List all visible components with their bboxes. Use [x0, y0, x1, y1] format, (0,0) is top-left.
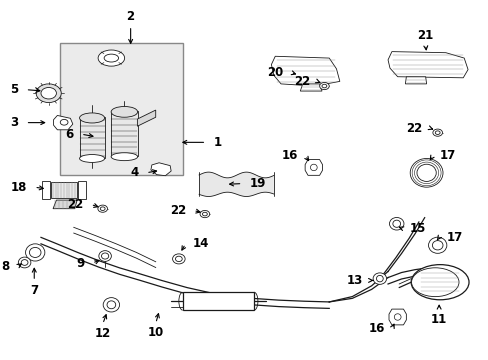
- Ellipse shape: [80, 113, 104, 123]
- Text: 4: 4: [130, 166, 139, 179]
- Polygon shape: [53, 200, 77, 209]
- Polygon shape: [271, 56, 339, 86]
- Ellipse shape: [104, 54, 119, 62]
- Polygon shape: [137, 110, 155, 126]
- Ellipse shape: [25, 244, 45, 261]
- Text: 11: 11: [430, 313, 447, 326]
- Text: 22: 22: [67, 198, 83, 211]
- Polygon shape: [387, 51, 467, 78]
- Ellipse shape: [376, 275, 383, 282]
- Text: 1: 1: [213, 136, 221, 149]
- Ellipse shape: [111, 107, 137, 117]
- Ellipse shape: [432, 129, 442, 136]
- Ellipse shape: [21, 260, 28, 265]
- Bar: [80, 117, 104, 158]
- Ellipse shape: [416, 164, 435, 181]
- Text: 22: 22: [293, 75, 309, 88]
- Text: 5: 5: [10, 83, 19, 96]
- Text: 9: 9: [77, 257, 85, 270]
- Ellipse shape: [372, 273, 386, 284]
- Ellipse shape: [41, 87, 56, 99]
- Text: 19: 19: [249, 177, 265, 190]
- Ellipse shape: [434, 131, 439, 134]
- Ellipse shape: [98, 50, 124, 66]
- Ellipse shape: [99, 251, 111, 261]
- Polygon shape: [53, 116, 73, 130]
- Text: 10: 10: [147, 326, 163, 339]
- Text: 20: 20: [266, 66, 283, 79]
- Ellipse shape: [19, 257, 31, 268]
- Ellipse shape: [431, 240, 442, 250]
- Text: 7: 7: [30, 284, 38, 297]
- Ellipse shape: [100, 207, 105, 211]
- Bar: [183, 292, 254, 310]
- Text: 18: 18: [11, 181, 27, 194]
- Ellipse shape: [200, 211, 209, 218]
- Bar: [111, 111, 137, 156]
- Polygon shape: [51, 182, 77, 198]
- Text: 22: 22: [405, 122, 422, 135]
- Ellipse shape: [175, 256, 182, 262]
- Text: 22: 22: [169, 204, 186, 217]
- Ellipse shape: [98, 205, 107, 212]
- Polygon shape: [300, 84, 322, 91]
- Text: 15: 15: [409, 222, 425, 235]
- Ellipse shape: [409, 158, 442, 187]
- Ellipse shape: [60, 120, 68, 125]
- Bar: [42, 181, 50, 199]
- Ellipse shape: [322, 84, 326, 88]
- Text: 6: 6: [65, 127, 74, 141]
- Ellipse shape: [107, 301, 116, 309]
- Text: 21: 21: [417, 28, 433, 41]
- Ellipse shape: [410, 265, 468, 300]
- Text: 8: 8: [1, 260, 10, 273]
- Polygon shape: [388, 309, 406, 325]
- Polygon shape: [151, 163, 171, 176]
- Ellipse shape: [389, 217, 403, 230]
- Ellipse shape: [103, 298, 120, 312]
- Bar: [78, 181, 86, 199]
- Text: 17: 17: [439, 149, 455, 162]
- Polygon shape: [405, 77, 426, 84]
- Polygon shape: [305, 159, 322, 175]
- Ellipse shape: [427, 237, 446, 253]
- Ellipse shape: [36, 84, 61, 103]
- Text: 3: 3: [10, 116, 19, 129]
- Ellipse shape: [411, 268, 458, 297]
- Text: 2: 2: [126, 10, 134, 23]
- Ellipse shape: [111, 153, 137, 161]
- Ellipse shape: [393, 314, 400, 320]
- Ellipse shape: [310, 164, 317, 171]
- Text: 12: 12: [94, 327, 111, 340]
- Text: 14: 14: [192, 237, 209, 250]
- Ellipse shape: [29, 247, 41, 257]
- Text: 16: 16: [281, 149, 297, 162]
- FancyBboxPatch shape: [60, 42, 183, 175]
- Text: 17: 17: [446, 231, 462, 244]
- Ellipse shape: [102, 253, 108, 259]
- Ellipse shape: [172, 254, 185, 264]
- Ellipse shape: [80, 154, 104, 162]
- Ellipse shape: [392, 220, 400, 227]
- Ellipse shape: [202, 212, 207, 216]
- Ellipse shape: [319, 82, 328, 90]
- Text: 13: 13: [346, 274, 362, 287]
- Text: 16: 16: [367, 322, 384, 335]
